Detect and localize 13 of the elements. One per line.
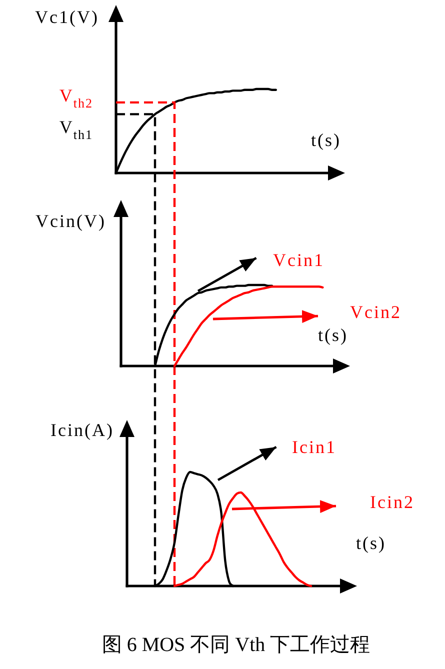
text: Icin1 [292,437,336,457]
y-axis-title: Vc1(V) [35,7,99,27]
caption: 图 6 MOS 不同 Vth 下工作过程 [102,634,370,656]
x-axis-title: t(s) [356,533,386,553]
x-axis-title: t(s) [318,325,348,345]
series-label: Vcin1 [273,250,324,270]
ref-line-label: V$_{th2}$ [59,85,93,110]
ref-line-label: V$_{th1}$ [59,117,93,142]
x-axis-title: t(s) [311,130,341,150]
series-label: Vcin2 [350,302,402,322]
text: Icin2 [370,492,414,512]
y-axis-title: Vcin(V) [36,211,106,231]
y-axis-title: Icin(A) [50,420,114,440]
